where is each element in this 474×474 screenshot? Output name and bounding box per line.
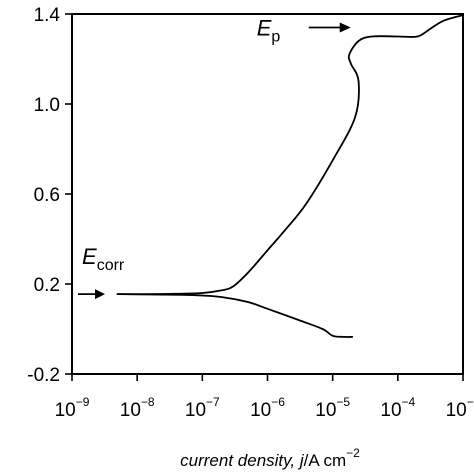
axis-ticks: 10−910−810−710−610−510−410−3-0.20.20.61.… [27,5,474,421]
x-tick-label-base: 10 [55,400,76,421]
e-p-label: Ep [257,16,281,46]
plot-area-border [71,13,464,375]
e-p-arrowhead [339,22,351,33]
cathodic-branch-line [116,293,354,338]
e-corr-label: Ecorr [82,244,125,274]
y-tick-label: -0.2 [27,365,60,386]
y-tick-label: 1.4 [34,5,61,26]
e-corr-symbol: E [82,244,97,269]
x-tick-label-base: 10 [380,400,401,421]
x-tick-label: 10−8 [120,395,155,421]
x-tick-label: 10−5 [315,395,350,421]
x-tick-label: 10−4 [380,395,415,421]
x-tick-label-exponent: −5 [336,395,350,409]
x-axis-label-exponent: −2 [346,446,360,460]
x-axis-label: current density, j/A cm−2 [180,446,360,470]
x-tick-label-base: 10 [250,400,271,421]
x-axis-label-unit: /A cm [304,451,347,470]
y-tick-label: 0.6 [34,185,60,206]
e-corr-subscript: corr [97,257,125,274]
x-tick-label-exponent: −4 [402,395,416,409]
data-series [116,14,464,338]
anodic-branch-line [116,14,464,296]
e-p-symbol: E [257,16,272,41]
e-corr-arrowhead [95,289,105,300]
plot-frame [71,13,464,375]
x-tick-label: 10−6 [250,395,285,421]
x-tick-label: 10−7 [185,395,220,421]
x-tick-label: 10−3 [446,395,474,421]
x-tick-label-base: 10 [315,400,336,421]
e-p-subscript: p [271,29,280,46]
x-tick-label-exponent: −9 [76,395,90,409]
x-tick-label-exponent: −3 [467,395,474,409]
x-tick-label-base: 10 [185,400,206,421]
x-tick-label-exponent: −8 [141,395,155,409]
x-tick-label: 10−9 [55,395,90,421]
x-tick-label-base: 10 [120,400,141,421]
x-tick-label-exponent: −7 [206,395,220,409]
y-tick-label: 0.2 [34,275,60,296]
x-tick-label-exponent: −6 [271,395,285,409]
y-tick-label: 1.0 [34,95,60,116]
x-axis-label-prefix: current density, [180,451,300,470]
x-tick-label-base: 10 [446,400,467,421]
x-axis-label-symbol: j [298,451,305,470]
